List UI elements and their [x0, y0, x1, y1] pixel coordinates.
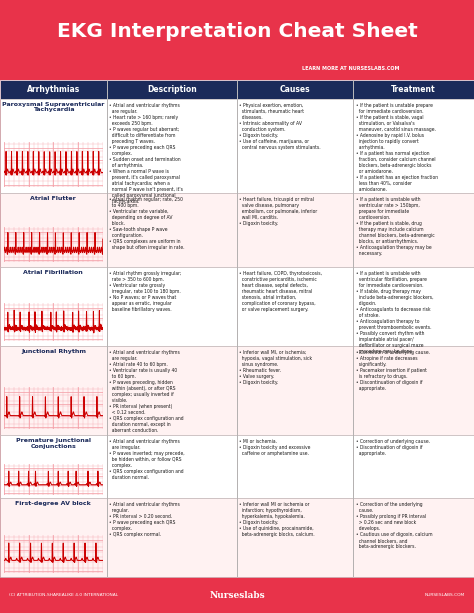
Bar [0, 498, 107, 577]
Bar [107, 435, 237, 498]
Bar [107, 80, 237, 99]
Text: Causes: Causes [280, 85, 310, 94]
Bar [237, 435, 353, 498]
Bar [107, 346, 237, 435]
Bar [0, 99, 107, 193]
Text: • Atrial and ventricular rhythms
  are regular.
• Heart rate > 160 bpm; rarely
 : • Atrial and ventricular rhythms are reg… [109, 102, 183, 204]
Bar [107, 498, 237, 577]
Bar [0, 346, 107, 435]
Bar [0, 267, 107, 346]
Text: • Inferior wall MI or ischemia or
  infarction; hypothyroidism,
  hyperkalemia, : • Inferior wall MI or ischemia or infarc… [239, 503, 315, 538]
Text: Paroxysmal Supraventricular
Tachycardia: Paroxysmal Supraventricular Tachycardia [2, 102, 104, 112]
Text: • Correction of underlying cause.
• Atropine if rate decreases
  significantly.
: • Correction of underlying cause. • Atro… [356, 349, 429, 390]
Text: LEARN MORE AT NURSESLABS.COM: LEARN MORE AT NURSESLABS.COM [302, 66, 400, 72]
Bar [237, 80, 353, 99]
Bar [353, 498, 474, 577]
Bar [237, 193, 353, 267]
Text: • Atrial and ventricular rhythms
  are regular.
• Atrial rate 40 to 60 bpm.
• Ve: • Atrial and ventricular rhythms are reg… [109, 349, 183, 433]
Text: Junctional Rhythm: Junctional Rhythm [21, 349, 86, 354]
Text: • If a patient is unstable with
  ventricular rate > 150bpm,
  prepare for immed: • If a patient is unstable with ventricu… [356, 197, 434, 256]
Text: • Atrial and ventricular rhythms
  regular.
• PR interval > 0.20 second.
• P wav: • Atrial and ventricular rhythms regular… [109, 503, 180, 538]
Bar [353, 193, 474, 267]
Text: Arrhythmias: Arrhythmias [27, 85, 80, 94]
Text: • Heart failure, tricuspid or mitral
  valve disease, pulmonary
  embolism, cor : • Heart failure, tricuspid or mitral val… [239, 197, 318, 226]
Text: • Correction of underlying cause.
• Discontinuation of digoxin if
  appropriate.: • Correction of underlying cause. • Disc… [356, 439, 429, 456]
Text: Atrial Fibrillation: Atrial Fibrillation [23, 270, 83, 275]
Text: Premature Junctional
Conjunctions: Premature Junctional Conjunctions [16, 438, 91, 449]
Text: Nurseslabs: Nurseslabs [209, 591, 265, 600]
Bar [353, 80, 474, 99]
Text: • Correction of the underlying
  cause.
• Possibly prolong if PR interval
  > 0.: • Correction of the underlying cause. • … [356, 503, 432, 549]
Text: First-degree AV block: First-degree AV block [16, 501, 91, 506]
Bar [237, 99, 353, 193]
Text: • Atrial rhythm regular; rate, 250
  to 400 bpm.
• Ventricular rate variable,
  : • Atrial rhythm regular; rate, 250 to 40… [109, 197, 184, 250]
Bar [353, 99, 474, 193]
Text: Atrial Flutter: Atrial Flutter [30, 196, 76, 201]
Bar [237, 498, 353, 577]
Text: (C) ATTRIBUTION-SHAREALIKE 4.0 INTERNATIONAL: (C) ATTRIBUTION-SHAREALIKE 4.0 INTERNATI… [9, 593, 119, 597]
Text: Treatment: Treatment [391, 85, 436, 94]
Text: • MI or ischemia.
• Digoxin toxicity and excessive
  caffeine or amphetamine use: • MI or ischemia. • Digoxin toxicity and… [239, 439, 311, 456]
Text: • Atrial and ventricular rhythms
  are irregular.
• P waves inverted; may preced: • Atrial and ventricular rhythms are irr… [109, 439, 185, 480]
Text: • If a patient is unstable with
  ventricular fibrillation, prepare
  for immedi: • If a patient is unstable with ventricu… [356, 271, 433, 354]
Text: • If the patient is unstable prepare
  for immediate cardioversion.
• If the pat: • If the patient is unstable prepare for… [356, 102, 438, 192]
Text: NURSESLABS.COM: NURSESLABS.COM [424, 593, 465, 597]
Bar [353, 435, 474, 498]
Text: Description: Description [147, 85, 197, 94]
Text: EKG Interpretation Cheat Sheet: EKG Interpretation Cheat Sheet [56, 23, 418, 41]
Text: • Atrial rhythm grossly irregular;
  rate > 350 to 600 bpm.
• Ventricular rate g: • Atrial rhythm grossly irregular; rate … [109, 271, 182, 311]
Bar [353, 346, 474, 435]
Bar [353, 267, 474, 346]
Bar [107, 99, 237, 193]
Bar [107, 267, 237, 346]
Text: • Physical exertion, emotion,
  stimulants, rheumatic heart
  diseases.
• Intrin: • Physical exertion, emotion, stimulants… [239, 102, 321, 150]
Bar [237, 346, 353, 435]
Bar [0, 435, 107, 498]
Bar [107, 193, 237, 267]
Text: • Heart failure, COPD, thyrotoxicosis,
  constrictive pericarditis, ischemic
  h: • Heart failure, COPD, thyrotoxicosis, c… [239, 271, 322, 311]
Text: • Inferior wall MI, or ischemia;
  hypoxia, vagal stimulation, sick
  sinus synd: • Inferior wall MI, or ischemia; hypoxia… [239, 349, 312, 384]
Bar [0, 193, 107, 267]
Bar [0, 80, 107, 99]
Bar [237, 267, 353, 346]
